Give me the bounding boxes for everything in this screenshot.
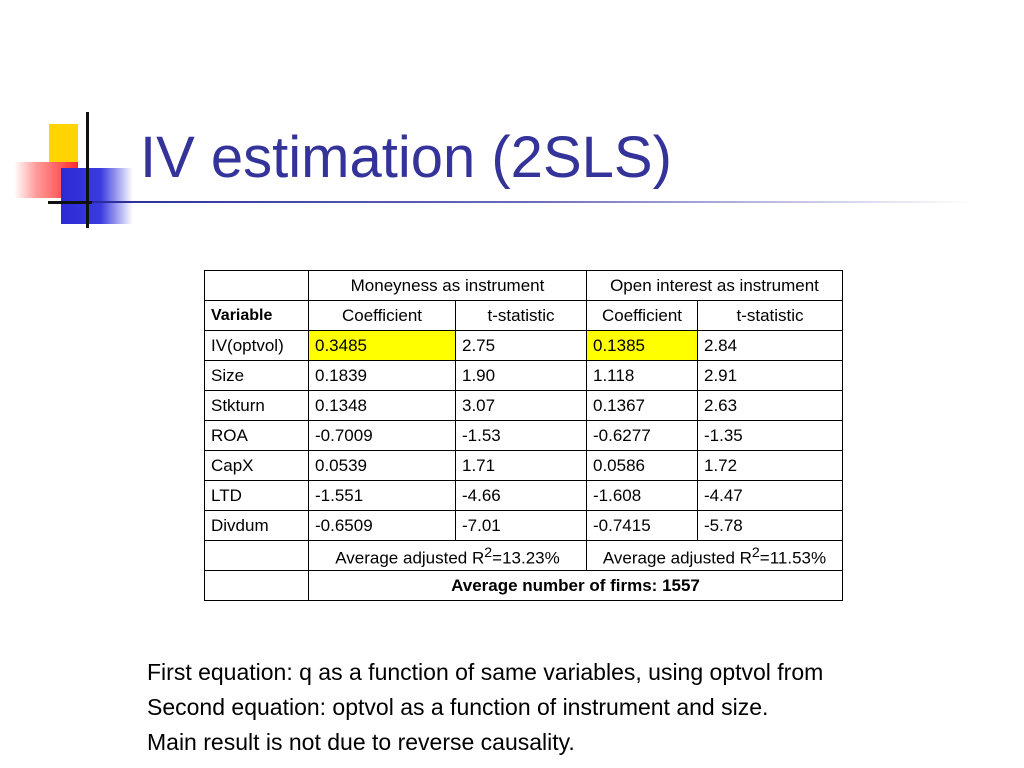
table-corner-cell: [204, 270, 309, 301]
note-line: First equation: q as a function of same …: [147, 659, 824, 685]
highlighted-value-cell: 0.1385: [586, 330, 698, 361]
variable-column-header: Variable: [204, 300, 309, 331]
value-cell: 2.63: [697, 390, 843, 421]
firms-count-note: Average number of firms: 1557: [308, 570, 843, 601]
r2-open-interest: Average adjusted R2=11.53%: [586, 540, 843, 571]
decor-horizontal-line: [48, 201, 92, 204]
table-row: LTD -1.551 -4.66 -1.608 -4.47: [204, 480, 843, 511]
r2-moneyness: Average adjusted R2=13.23%: [308, 540, 587, 571]
value-cell: -0.6509: [308, 510, 456, 541]
table-row: Stkturn 0.1348 3.07 0.1367 2.63: [204, 390, 843, 421]
table-column-header-row: Variable Coefficient t-statistic Coeffic…: [204, 300, 843, 331]
value-cell: 0.1839: [308, 360, 456, 391]
table-row: CapX 0.0539 1.71 0.0586 1.72: [204, 450, 843, 481]
table-row: Divdum -0.6509 -7.01 -0.7415 -5.78: [204, 510, 843, 541]
value-cell: -4.47: [697, 480, 843, 511]
table-row: ROA -0.7009 -1.53 -0.6277 -1.35: [204, 420, 843, 451]
value-cell: 0.0539: [308, 450, 456, 481]
r2-superscript: 2: [751, 544, 760, 561]
group-header-open-interest: Open interest as instrument: [586, 270, 843, 301]
row-variable-label: CapX: [204, 450, 309, 481]
row-variable-label: Size: [204, 360, 309, 391]
value-cell: 1.90: [455, 360, 587, 391]
value-cell: 2.75: [455, 330, 587, 361]
value-cell: 0.1348: [308, 390, 456, 421]
notes-block: First equation: q as a function of same …: [147, 655, 1017, 760]
value-cell: -4.66: [455, 480, 587, 511]
value-cell: -5.78: [697, 510, 843, 541]
firms-row: Average number of firms: 1557: [204, 570, 843, 601]
decor-vertical-line: [86, 112, 89, 228]
column-header-tstat-2: t-statistic: [697, 300, 843, 331]
value-cell: -0.7009: [308, 420, 456, 451]
decor-blue-square: [61, 168, 133, 224]
row-variable-label: LTD: [204, 480, 309, 511]
value-cell: 1.118: [586, 360, 698, 391]
value-cell: -1.53: [455, 420, 587, 451]
column-header-coefficient-1: Coefficient: [308, 300, 456, 331]
value-cell: 2.84: [697, 330, 843, 361]
value-cell: -0.6277: [586, 420, 698, 451]
value-cell: 0.1367: [586, 390, 698, 421]
table-group-header-row: Moneyness as instrument Open interest as…: [204, 270, 843, 301]
slide-title: IV estimation (2SLS): [140, 125, 672, 190]
r2-value: =11.53%: [759, 548, 827, 568]
column-header-coefficient-2: Coefficient: [586, 300, 698, 331]
value-cell: 3.07: [455, 390, 587, 421]
value-cell: -1.551: [308, 480, 456, 511]
r2-value: =13.23%: [492, 548, 560, 568]
value-cell: -1.608: [586, 480, 698, 511]
table-row: Size 0.1839 1.90 1.118 2.91: [204, 360, 843, 391]
value-cell: -0.7415: [586, 510, 698, 541]
value-cell: 0.0586: [586, 450, 698, 481]
r2-empty-cell: [204, 540, 309, 571]
firms-empty-cell: [204, 570, 309, 601]
value-cell: -7.01: [455, 510, 587, 541]
row-variable-label: IV(optvol): [204, 330, 309, 361]
table-row: IV(optvol) 0.3485 2.75 0.1385 2.84: [204, 330, 843, 361]
note-line: Main result is not due to reverse causal…: [147, 729, 575, 755]
value-cell: 2.91: [697, 360, 843, 391]
column-header-tstat-1: t-statistic: [455, 300, 587, 331]
note-line: Second equation: optvol as a function of…: [147, 694, 769, 720]
highlighted-value-cell: 0.3485: [308, 330, 456, 361]
value-cell: 1.72: [697, 450, 843, 481]
value-cell: -1.35: [697, 420, 843, 451]
group-header-moneyness: Moneyness as instrument: [308, 270, 587, 301]
r2-prefix: Average adjusted R: [602, 548, 752, 568]
results-table: Moneyness as instrument Open interest as…: [204, 270, 843, 601]
row-variable-label: Divdum: [204, 510, 309, 541]
title-underline: [92, 201, 972, 203]
value-cell: 1.71: [455, 450, 587, 481]
r2-prefix: Average adjusted R: [335, 548, 485, 568]
r2-row: Average adjusted R2=13.23% Average adjus…: [204, 540, 843, 571]
r2-superscript: 2: [484, 544, 493, 561]
row-variable-label: ROA: [204, 420, 309, 451]
row-variable-label: Stkturn: [204, 390, 309, 421]
